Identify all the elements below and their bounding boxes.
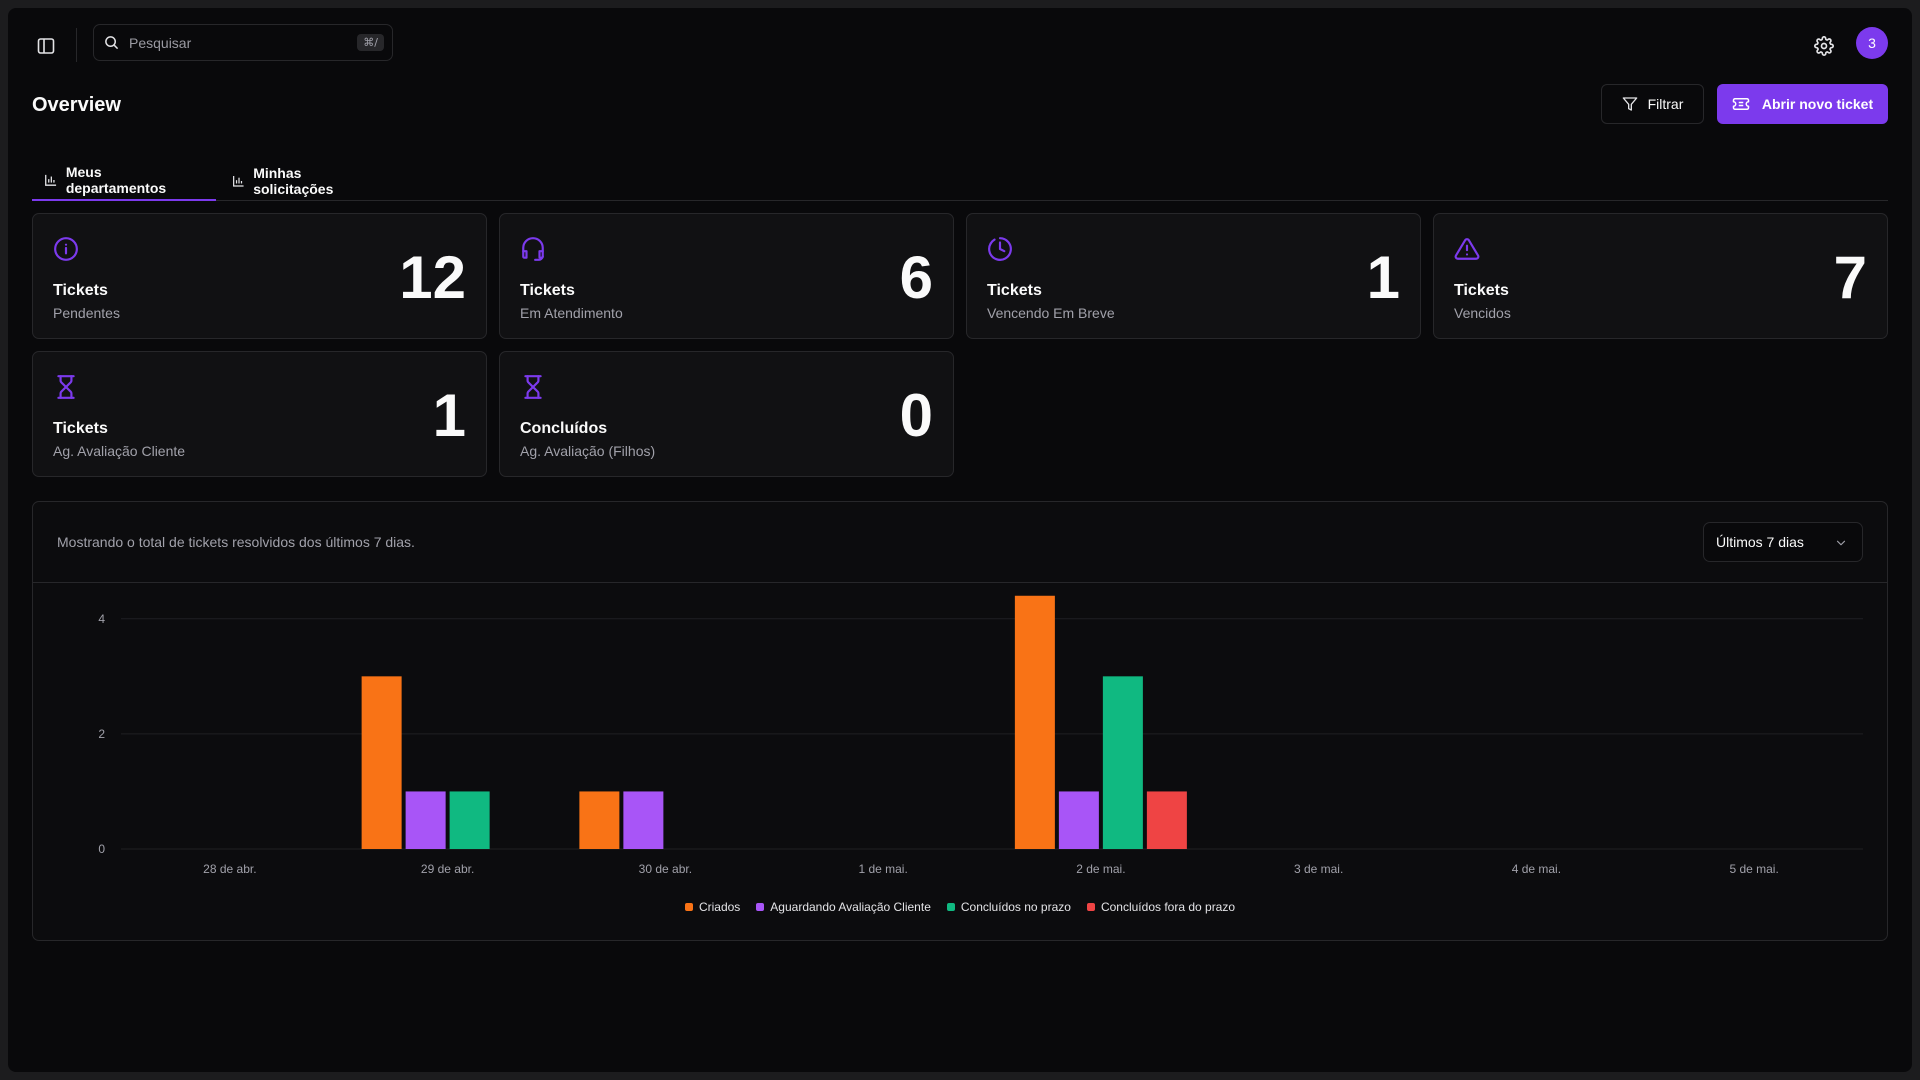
- card-title: Tickets: [53, 282, 108, 299]
- card-subtitle: Ag. Avaliação (Filhos): [520, 443, 656, 459]
- card-value: 6: [899, 244, 933, 311]
- x-tick-label: 1 de mai.: [858, 862, 907, 876]
- settings-button[interactable]: [1810, 32, 1838, 60]
- search-shortcut-badge: ⌘/: [357, 34, 384, 51]
- legend-item[interactable]: Criados: [684, 900, 741, 914]
- bar-1-2[interactable]: [449, 791, 490, 849]
- hourglass-icon: [524, 375, 542, 399]
- search-box[interactable]: ⌘/: [93, 24, 393, 61]
- card-title: Tickets: [520, 282, 575, 299]
- card-value: 0: [899, 382, 933, 449]
- toolbar-divider: [76, 28, 77, 62]
- legend-swatch: [684, 903, 693, 911]
- bar-4-0[interactable]: [1014, 595, 1055, 849]
- new-ticket-button[interactable]: Abrir novo ticket: [1717, 84, 1888, 124]
- card-value: 1: [1366, 244, 1400, 311]
- card-value: 1: [432, 382, 466, 449]
- card-subtitle: Em Atendimento: [520, 305, 623, 321]
- stat-card-ag-avaliacao-cliente[interactable]: Tickets Ag. Avaliação Cliente 1: [32, 351, 487, 477]
- tab-meus-departamentos[interactable]: Meus departamentos: [32, 160, 216, 201]
- warning-icon: [1454, 238, 1480, 260]
- filter-button-label: Filtrar: [1647, 96, 1684, 112]
- chart-legend: Criados Aguardando Avaliação Cliente Concl…: [33, 900, 1887, 914]
- x-tick-label: 4 de mai.: [1512, 862, 1561, 876]
- bar-1-1[interactable]: [405, 791, 446, 849]
- stat-card-pendentes[interactable]: Tickets Pendentes 12: [32, 213, 487, 339]
- headset-icon: [522, 237, 544, 261]
- bar-1-0[interactable]: [361, 676, 402, 849]
- card-title: Tickets: [987, 282, 1042, 299]
- bar-4-2[interactable]: [1102, 676, 1143, 849]
- filter-button[interactable]: Filtrar: [1601, 84, 1704, 124]
- legend-label: Criados: [698, 900, 741, 914]
- date-range-value: Últimos 7 dias: [1716, 534, 1804, 550]
- gear-icon: [1814, 36, 1834, 56]
- bar-chart: 0 2 4 28 de abr. 29 de abr. 30 de abr. 1 de ma…: [98, 595, 1863, 876]
- stat-card-vencidos[interactable]: Tickets Vencidos 7: [1433, 213, 1888, 339]
- stat-card-concluidos-ag-avaliacao[interactable]: Concluídos Ag. Avaliação (Filhos) 0: [499, 351, 954, 477]
- card-subtitle: Ag. Avaliação Cliente: [53, 443, 186, 459]
- legend-label: Concluídos fora do prazo: [1100, 900, 1236, 914]
- legend-swatch: [1086, 903, 1095, 911]
- ticket-icon: [1732, 98, 1750, 110]
- y-tick-label: 2: [98, 727, 105, 741]
- search-input[interactable]: [129, 34, 339, 51]
- tab-label: Minhas solicitações: [253, 164, 334, 197]
- stat-card-vencendo-em-breve[interactable]: Tickets Vencendo Em Breve 1: [966, 213, 1421, 339]
- page-title: Overview: [32, 94, 121, 116]
- bar-4-1[interactable]: [1058, 791, 1099, 849]
- stat-card-em-atendimento[interactable]: Tickets Em Atendimento 6: [499, 213, 954, 339]
- legend-label: Concluídos no prazo: [960, 900, 1071, 914]
- card-subtitle: Pendentes: [53, 305, 120, 321]
- legend-item[interactable]: Concluídos no prazo: [946, 900, 1071, 914]
- y-tick-label: 4: [98, 612, 105, 626]
- top-bar: ⌘/ 3: [8, 8, 1912, 76]
- info-icon: [54, 237, 78, 261]
- sidebar-toggle-button[interactable]: [32, 32, 60, 60]
- x-tick-label: 30 de abr.: [639, 862, 692, 876]
- x-tick-label: 28 de abr.: [203, 862, 256, 876]
- new-ticket-button-label: Abrir novo ticket: [1761, 96, 1874, 112]
- card-subtitle: Vencidos: [1454, 305, 1511, 321]
- x-tick-label: 5 de mai.: [1729, 862, 1778, 876]
- avatar[interactable]: 3: [1856, 27, 1888, 59]
- card-subtitle: Vencendo Em Breve: [987, 305, 1115, 321]
- legend-swatch: [946, 903, 955, 911]
- chart-panel: Mostrando o total de tickets resolvidos …: [32, 501, 1888, 941]
- hourglass-icon: [57, 375, 75, 399]
- legend-item[interactable]: Aguardando Avaliação Cliente: [756, 900, 931, 914]
- x-tick-label: 3 de mai.: [1294, 862, 1343, 876]
- sidebar-toggle-icon: [37, 38, 55, 54]
- card-title: Tickets: [1454, 282, 1509, 299]
- bar-2-1[interactable]: [623, 791, 664, 849]
- tab-minhas-solicitacoes[interactable]: Minhas solicitações: [220, 160, 390, 201]
- y-tick-label: 0: [98, 842, 105, 856]
- app-frame: ⌘/ 3 Overview Filtrar Abrir novo ticket …: [8, 8, 1912, 1072]
- chevron-down-icon: [1836, 540, 1846, 546]
- bar-chart-icon: [45, 174, 57, 186]
- card-title: Tickets: [53, 420, 108, 437]
- card-title: Concluídos: [520, 420, 608, 437]
- chart-panel-header: Mostrando o total de tickets resolvidos …: [33, 502, 1887, 583]
- tab-label: Meus departamentos: [65, 163, 167, 196]
- tab-bar: Meus departamentos Minhas solicitações: [32, 160, 1888, 201]
- card-value: 12: [399, 244, 466, 311]
- x-tick-label: 2 de mai.: [1076, 862, 1125, 876]
- bar-2-0[interactable]: [579, 791, 620, 849]
- x-tick-label: 29 de abr.: [421, 862, 474, 876]
- legend-swatch: [756, 903, 765, 911]
- clock-pie-icon: [988, 237, 1012, 261]
- bar-chart-icon: [233, 175, 244, 187]
- legend-label: Aguardando Avaliação Cliente: [770, 900, 931, 914]
- card-value: 7: [1833, 244, 1867, 311]
- filter-icon: [1622, 97, 1637, 111]
- chart-description: Mostrando o total de tickets resolvidos …: [57, 534, 415, 550]
- legend-item[interactable]: Concluídos fora do prazo: [1086, 900, 1236, 914]
- search-icon: [105, 36, 119, 50]
- bar-4-3[interactable]: [1146, 791, 1187, 849]
- date-range-select[interactable]: Últimos 7 dias: [1703, 522, 1863, 562]
